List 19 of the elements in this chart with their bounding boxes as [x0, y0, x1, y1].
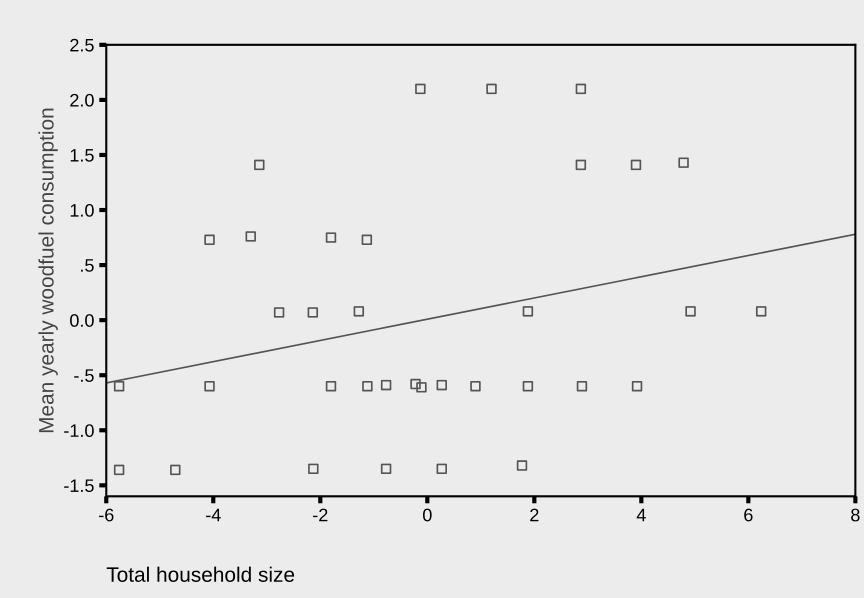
y-tick-label: 0.0	[70, 314, 94, 327]
x-axis-title: Total household size	[106, 566, 294, 582]
y-tick-label: -.5	[74, 369, 94, 382]
x-tick-label: 0	[422, 508, 432, 522]
x-tick-label: -4	[206, 508, 221, 522]
y-tick-label: 2.5	[70, 38, 94, 52]
y-tick-label: 1.0	[70, 204, 94, 217]
x-tick-label: 4	[636, 508, 646, 522]
y-tick-label: .5	[81, 259, 94, 272]
y-tick-label: 1.5	[70, 149, 94, 162]
x-tick-label: 6	[744, 508, 753, 522]
x-tick-label: -2	[313, 508, 328, 522]
x-tick-label: -6	[99, 508, 114, 522]
y-tick-label: -1.5	[64, 479, 94, 492]
y-tick-label: 2.0	[70, 94, 94, 107]
y-axis-title: Mean yearly woodfuel consumption	[38, 108, 58, 432]
x-tick-label: 2	[530, 508, 538, 522]
x-tick-label: 8	[851, 508, 860, 522]
y-tick-label: -1.0	[64, 424, 94, 437]
